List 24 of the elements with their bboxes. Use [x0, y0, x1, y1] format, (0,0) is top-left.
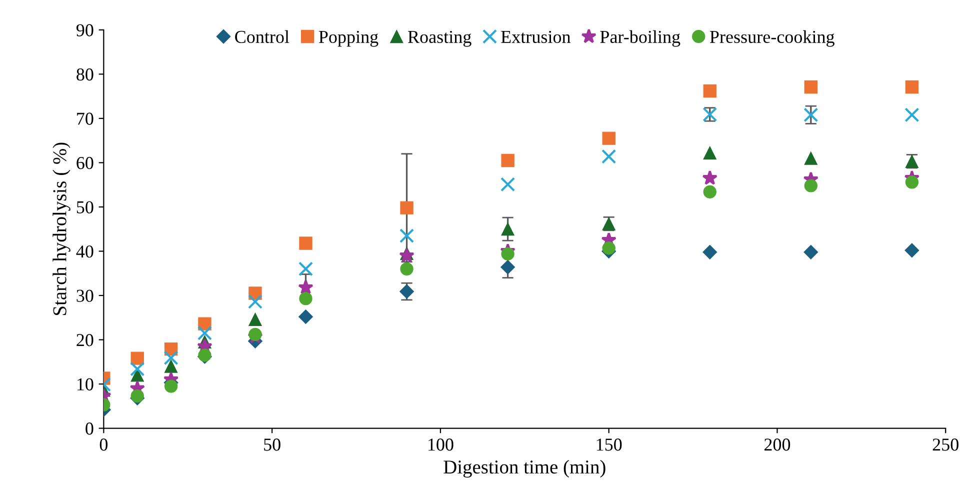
y-tick-label: 60 — [76, 156, 94, 170]
y-tick-label: 30 — [76, 290, 94, 302]
legend-label: Par-boiling — [600, 30, 680, 47]
y-axis-title: Starch hydrolysis ( %) — [52, 142, 70, 315]
x-tick-label: 250 — [932, 438, 958, 451]
x-tick-label: 50 — [264, 438, 280, 451]
x-tick-label: 150 — [596, 438, 622, 451]
y-tick-label: 0 — [86, 422, 94, 435]
y-tick-label: 80 — [76, 68, 94, 81]
y-tick-label: 40 — [76, 245, 94, 258]
legend-label: Popping — [318, 30, 378, 47]
y-tick-label: 70 — [77, 112, 94, 125]
x-tick-label: 200 — [764, 438, 790, 451]
y-tick-label: 20 — [76, 334, 94, 346]
legend-label: Extrusion — [501, 30, 571, 44]
y-tick-label: 10 — [77, 378, 94, 390]
y-tick-label: 50 — [76, 201, 94, 214]
legend-label: Roasting — [408, 30, 472, 47]
x-axis-title: Digestion time (min) — [444, 460, 606, 478]
legend-label: Pressure-cooking — [710, 30, 834, 47]
legend-label: Control — [235, 30, 290, 44]
x-tick-label: 100 — [428, 438, 454, 451]
x-tick-label: 0 — [100, 438, 108, 451]
y-tick-label: 90 — [76, 24, 94, 36]
